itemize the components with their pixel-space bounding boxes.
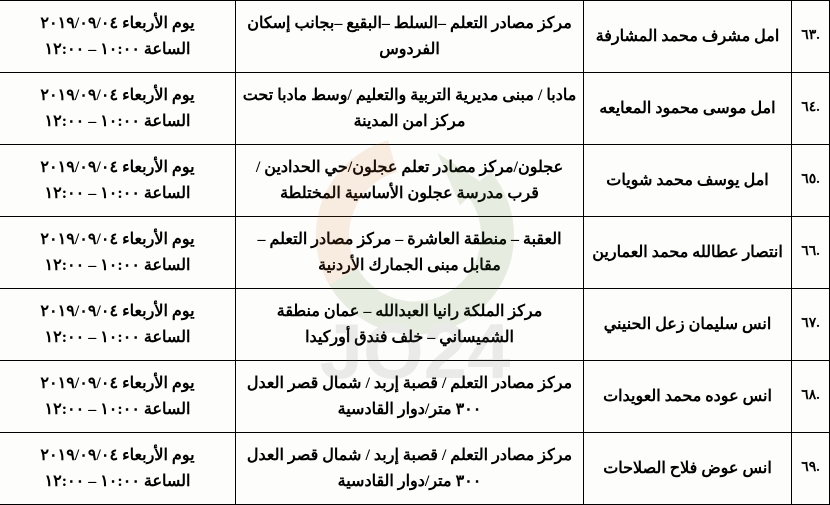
table-row: .٦٩انس عوض فلاح الصلاحاتمركز مصادر التعل… — [0, 433, 830, 505]
table-row: .٦٦انتصار عطالله محمد العمارينالعقبة – م… — [0, 217, 830, 289]
location: مركز مصادر التعلم –السلط –البقيع –بجانب … — [236, 1, 584, 73]
time-line: الساعة ١٠:٠٠ – ١٢:٠٠ — [6, 325, 229, 351]
date-time: يوم الأربعاء ٢٠١٩/٠٩/٠٤الساعة ١٠:٠٠ – ١٢… — [0, 217, 236, 289]
time-line: الساعة ١٠:٠٠ – ١٢:٠٠ — [6, 469, 229, 495]
location: مركز الملكة رانيا العبدالله – عمان منطقة… — [236, 289, 584, 361]
date-time: يوم الأربعاء ٢٠١٩/٠٩/٠٤الساعة ١٠:٠٠ – ١٢… — [0, 73, 236, 145]
date-line: يوم الأربعاء ٢٠١٩/٠٩/٠٤ — [6, 155, 229, 181]
table-row: .٦٥امل يوسف محمد شوياتعجلون/مركز مصادر ت… — [0, 145, 830, 217]
date-line: يوم الأربعاء ٢٠١٩/٠٩/٠٤ — [6, 299, 229, 325]
table-row: .٦٨انس عوده محمد العويداتمركز مصادر التع… — [0, 361, 830, 433]
location: مركز مصادر التعلم / قصبة إربد / شمال قصر… — [236, 433, 584, 505]
table-row: .٦٤امل موسى محمود المعايعهمادبا / مبنى م… — [0, 73, 830, 145]
schedule-table: .٦٣امل مشرف محمد المشارفةمركز مصادر التع… — [0, 0, 830, 505]
row-number: .٦٨ — [792, 361, 830, 433]
date-time: يوم الأربعاء ٢٠١٩/٠٩/٠٤الساعة ١٠:٠٠ – ١٢… — [0, 1, 236, 73]
table-row: .٦٧انس سليمان زعل الحنينيمركز الملكة ران… — [0, 289, 830, 361]
date-line: يوم الأربعاء ٢٠١٩/٠٩/٠٤ — [6, 227, 229, 253]
location: عجلون/مركز مصادر تعلم عجلون/حي الحدادين … — [236, 145, 584, 217]
date-line: يوم الأربعاء ٢٠١٩/٠٩/٠٤ — [6, 371, 229, 397]
time-line: الساعة ١٠:٠٠ – ١٢:٠٠ — [6, 109, 229, 135]
person-name: امل موسى محمود المعايعه — [584, 73, 792, 145]
location: مركز مصادر التعلم / قصبة إربد / شمال قصر… — [236, 361, 584, 433]
row-number: .٦٩ — [792, 433, 830, 505]
person-name: انتصار عطالله محمد العمارين — [584, 217, 792, 289]
date-line: يوم الأربعاء ٢٠١٩/٠٩/٠٤ — [6, 83, 229, 109]
row-number: .٦٣ — [792, 1, 830, 73]
table-row: .٦٣امل مشرف محمد المشارفةمركز مصادر التع… — [0, 1, 830, 73]
person-name: انس سليمان زعل الحنيني — [584, 289, 792, 361]
row-number: .٦٤ — [792, 73, 830, 145]
date-time: يوم الأربعاء ٢٠١٩/٠٩/٠٤الساعة ١٠:٠٠ – ١٢… — [0, 433, 236, 505]
row-number: .٦٧ — [792, 289, 830, 361]
person-name: انس عوض فلاح الصلاحات — [584, 433, 792, 505]
time-line: الساعة ١٠:٠٠ – ١٢:٠٠ — [6, 253, 229, 279]
date-time: يوم الأربعاء ٢٠١٩/٠٩/٠٤الساعة ١٠:٠٠ – ١٢… — [0, 289, 236, 361]
location: مادبا / مبنى مديرية التربية والتعليم /وس… — [236, 73, 584, 145]
date-time: يوم الأربعاء ٢٠١٩/٠٩/٠٤الساعة ١٠:٠٠ – ١٢… — [0, 145, 236, 217]
date-time: يوم الأربعاء ٢٠١٩/٠٩/٠٤الساعة ١٠:٠٠ – ١٢… — [0, 361, 236, 433]
row-number: .٦٥ — [792, 145, 830, 217]
location: العقبة – منطقة العاشرة – مركز مصادر التع… — [236, 217, 584, 289]
time-line: الساعة ١٠:٠٠ – ١٢:٠٠ — [6, 397, 229, 423]
date-line: يوم الأربعاء ٢٠١٩/٠٩/٠٤ — [6, 11, 229, 37]
row-number: .٦٦ — [792, 217, 830, 289]
person-name: امل مشرف محمد المشارفة — [584, 1, 792, 73]
time-line: الساعة ١٠:٠٠ – ١٢:٠٠ — [6, 181, 229, 207]
person-name: امل يوسف محمد شويات — [584, 145, 792, 217]
time-line: الساعة ١٠:٠٠ – ١٢:٠٠ — [6, 37, 229, 63]
person-name: انس عوده محمد العويدات — [584, 361, 792, 433]
date-line: يوم الأربعاء ٢٠١٩/٠٩/٠٤ — [6, 443, 229, 469]
